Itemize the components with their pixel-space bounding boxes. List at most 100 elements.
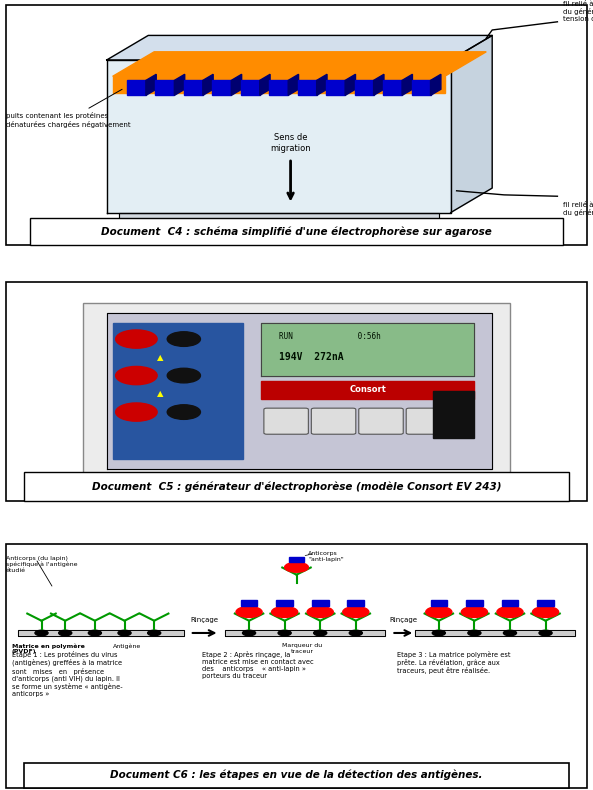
Polygon shape (113, 77, 445, 92)
Text: ▲: ▲ (157, 353, 163, 362)
Polygon shape (225, 630, 385, 636)
Circle shape (59, 630, 72, 636)
Bar (312, 600, 329, 606)
Bar (30, 218, 563, 245)
Polygon shape (298, 81, 317, 96)
Polygon shape (174, 74, 185, 96)
Bar (347, 600, 364, 606)
Text: Marqueur du
traceur: Marqueur du traceur (282, 643, 323, 654)
Polygon shape (146, 74, 157, 96)
Polygon shape (113, 52, 486, 77)
Bar (6, 6, 587, 245)
FancyBboxPatch shape (406, 408, 451, 434)
Bar (502, 600, 518, 606)
Circle shape (272, 607, 298, 618)
Text: 194V  272nA: 194V 272nA (279, 352, 343, 363)
Polygon shape (127, 81, 146, 96)
Text: Sens de
migration: Sens de migration (270, 134, 311, 152)
Bar (83, 303, 510, 480)
Text: Etape 2 : Après rinçage, la
matrice est mise en contact avec
des    anticorps   : Etape 2 : Après rinçage, la matrice est … (202, 651, 313, 679)
Polygon shape (345, 74, 356, 96)
Text: Anticorps (du lapin)
spécifique à l'antigène
étudié: Anticorps (du lapin) spécifique à l'anti… (6, 556, 78, 574)
Polygon shape (184, 81, 203, 96)
Circle shape (503, 630, 517, 636)
Polygon shape (415, 630, 575, 636)
Circle shape (432, 630, 445, 636)
Circle shape (167, 332, 200, 346)
Text: ▲: ▲ (157, 389, 163, 398)
Text: RUN              0:56h: RUN 0:56h (279, 332, 381, 341)
Circle shape (116, 367, 157, 385)
Circle shape (116, 330, 157, 348)
Circle shape (167, 404, 200, 419)
Polygon shape (431, 74, 441, 96)
Polygon shape (288, 74, 298, 96)
Text: Etape 3 : La matrice polymère est
prête. La révélation, grâce aux
traceurs, peut: Etape 3 : La matrice polymère est prête.… (397, 651, 511, 674)
Bar (24, 762, 569, 788)
Circle shape (148, 630, 161, 636)
Text: Antigène: Antigène (113, 643, 141, 649)
Circle shape (533, 607, 559, 618)
Polygon shape (402, 74, 412, 96)
Circle shape (349, 630, 362, 636)
Circle shape (236, 607, 262, 618)
Bar (431, 600, 447, 606)
Circle shape (314, 630, 327, 636)
FancyBboxPatch shape (359, 408, 403, 434)
FancyBboxPatch shape (264, 408, 308, 434)
Polygon shape (107, 60, 451, 213)
Text: fil relié à la borne B
du générateur: fil relié à la borne B du générateur (563, 201, 593, 216)
Polygon shape (412, 81, 431, 96)
Polygon shape (155, 81, 174, 96)
Circle shape (468, 630, 481, 636)
Polygon shape (113, 323, 243, 459)
Circle shape (118, 630, 131, 636)
Text: Document C6 : les étapes en vue de la détection des antigènes.: Document C6 : les étapes en vue de la dé… (110, 769, 483, 781)
Text: Rinçage: Rinçage (190, 617, 219, 623)
Polygon shape (383, 81, 402, 96)
Text: Consort: Consort (349, 386, 386, 394)
Polygon shape (119, 213, 439, 237)
Bar (466, 600, 483, 606)
Circle shape (35, 630, 48, 636)
Polygon shape (451, 36, 492, 213)
Polygon shape (107, 36, 492, 60)
Bar (6, 282, 587, 501)
Polygon shape (203, 74, 213, 96)
Polygon shape (260, 74, 270, 96)
Polygon shape (326, 81, 345, 96)
Bar (24, 472, 569, 501)
Text: puits contenant les protéines
dénaturées chargées négativement: puits contenant les protéines dénaturées… (6, 89, 130, 127)
Polygon shape (261, 381, 474, 399)
Circle shape (497, 607, 523, 618)
Circle shape (167, 368, 200, 383)
Polygon shape (231, 74, 242, 96)
Text: Matrice en polymère
(PVDF): Matrice en polymère (PVDF) (12, 643, 85, 654)
Polygon shape (269, 81, 288, 96)
Polygon shape (241, 81, 260, 96)
Text: Etape 1 : Les protéines du virus
(antigènes) greffées à la matrice
sont   mises : Etape 1 : Les protéines du virus (antigè… (12, 651, 123, 698)
Bar (241, 600, 257, 606)
Bar (276, 600, 293, 606)
Text: Rinçage: Rinçage (389, 617, 417, 623)
Circle shape (243, 630, 256, 636)
FancyBboxPatch shape (311, 408, 356, 434)
Polygon shape (261, 323, 474, 375)
Text: Anticorps
"anti-lapin": Anticorps "anti-lapin" (308, 551, 344, 562)
Circle shape (539, 630, 552, 636)
Circle shape (426, 607, 452, 618)
Circle shape (343, 607, 369, 618)
Polygon shape (317, 74, 327, 96)
Bar (537, 600, 554, 606)
Circle shape (116, 403, 157, 421)
Circle shape (307, 607, 333, 618)
Polygon shape (212, 81, 231, 96)
Circle shape (278, 630, 291, 636)
Circle shape (88, 630, 101, 636)
Polygon shape (355, 81, 374, 96)
Polygon shape (107, 313, 492, 469)
Text: Document  C4 : schéma simplifié d'une électrophorèse sur agarose: Document C4 : schéma simplifié d'une éle… (101, 227, 492, 237)
Bar (289, 557, 304, 562)
Text: fil relié à la borne A
du générateur de
tension continue: fil relié à la borne A du générateur de … (563, 1, 593, 22)
Polygon shape (374, 74, 384, 96)
